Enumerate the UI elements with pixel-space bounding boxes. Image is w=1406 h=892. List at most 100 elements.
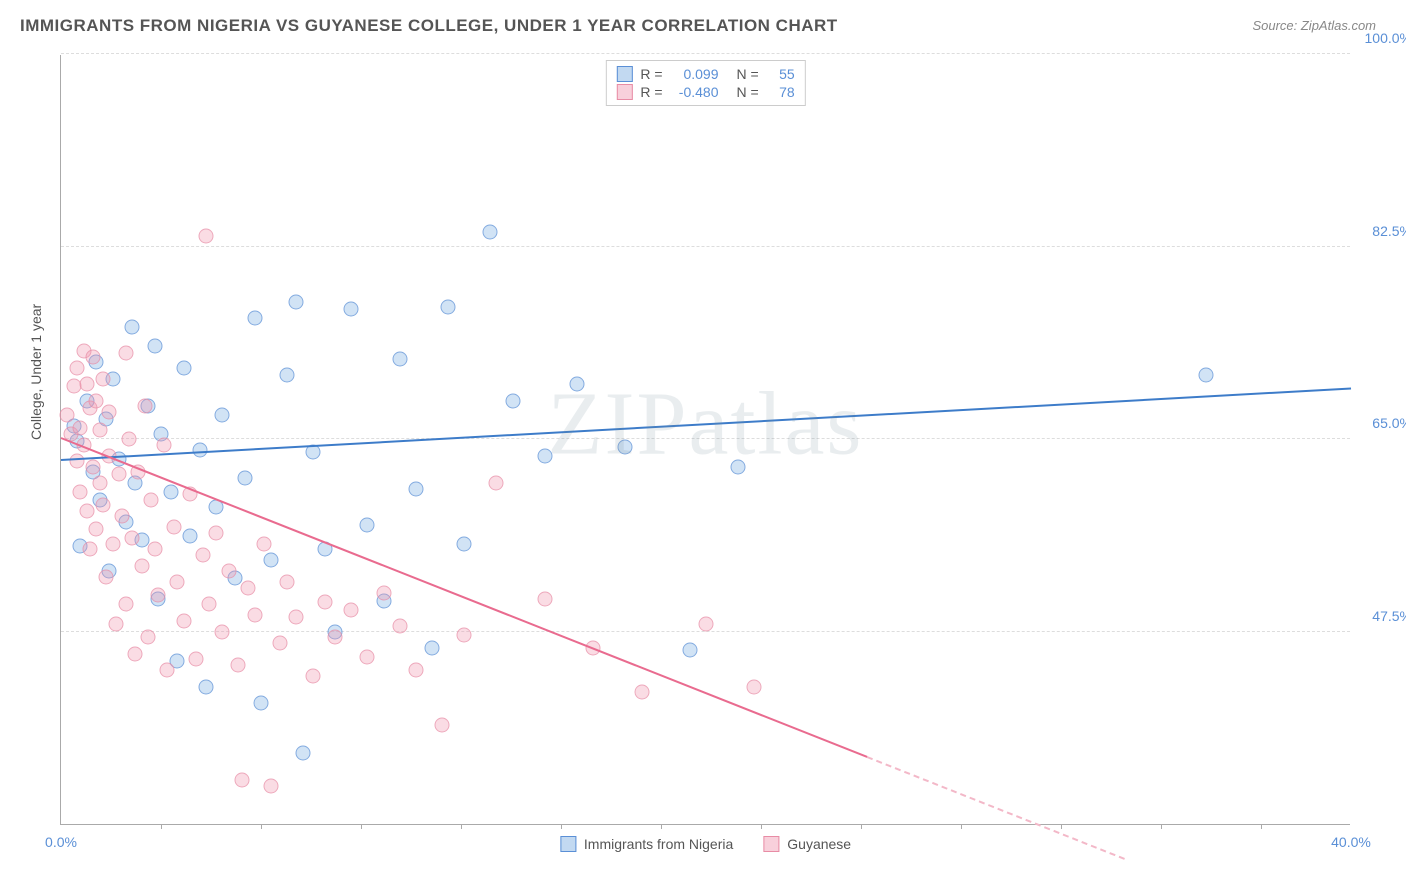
scatter-point xyxy=(86,459,101,474)
y-axis-label: College, Under 1 year xyxy=(28,304,44,440)
x-minor-tick xyxy=(1261,824,1262,829)
scatter-point xyxy=(70,454,85,469)
scatter-point xyxy=(305,668,320,683)
scatter-point xyxy=(234,773,249,788)
x-minor-tick xyxy=(361,824,362,829)
scatter-point xyxy=(537,448,552,463)
scatter-point xyxy=(199,228,214,243)
y-tick-label: 100.0% xyxy=(1357,30,1406,46)
scatter-point xyxy=(392,351,407,366)
scatter-point xyxy=(295,745,310,760)
grid-line xyxy=(61,53,1350,54)
grid-line xyxy=(61,438,1350,439)
scatter-point xyxy=(189,652,204,667)
scatter-point xyxy=(273,635,288,650)
x-minor-tick xyxy=(161,824,162,829)
scatter-point xyxy=(121,432,136,447)
scatter-point xyxy=(147,338,162,353)
scatter-point xyxy=(253,696,268,711)
scatter-point xyxy=(434,718,449,733)
r-value: 0.099 xyxy=(671,66,719,82)
scatter-point xyxy=(263,553,278,568)
scatter-point xyxy=(144,492,159,507)
legend-series-item: Guyanese xyxy=(763,836,851,852)
n-label: N = xyxy=(737,66,759,82)
scatter-point xyxy=(731,459,746,474)
scatter-point xyxy=(289,610,304,625)
scatter-point xyxy=(118,346,133,361)
scatter-point xyxy=(247,608,262,623)
x-minor-tick xyxy=(961,824,962,829)
scatter-point xyxy=(376,586,391,601)
scatter-point xyxy=(247,311,262,326)
scatter-point xyxy=(83,542,98,557)
scatter-point xyxy=(231,657,246,672)
legend-stat-row: R =-0.480N =78 xyxy=(616,83,794,101)
n-value: 55 xyxy=(767,66,795,82)
scatter-point xyxy=(408,663,423,678)
legend-swatch xyxy=(560,836,576,852)
scatter-point xyxy=(95,498,110,513)
scatter-point xyxy=(105,536,120,551)
x-tick-label: 40.0% xyxy=(1331,834,1371,850)
scatter-point xyxy=(215,624,230,639)
scatter-point xyxy=(112,467,127,482)
x-minor-tick xyxy=(661,824,662,829)
scatter-point xyxy=(170,575,185,590)
legend-series-label: Guyanese xyxy=(787,836,851,852)
n-label: N = xyxy=(737,84,759,100)
scatter-point xyxy=(70,360,85,375)
legend-series-label: Immigrants from Nigeria xyxy=(584,836,733,852)
x-minor-tick xyxy=(561,824,562,829)
scatter-point xyxy=(279,368,294,383)
scatter-point xyxy=(699,616,714,631)
scatter-point xyxy=(237,470,252,485)
x-minor-tick xyxy=(761,824,762,829)
x-minor-tick xyxy=(261,824,262,829)
scatter-point xyxy=(147,542,162,557)
scatter-point xyxy=(202,597,217,612)
scatter-point xyxy=(137,399,152,414)
scatter-point xyxy=(95,371,110,386)
scatter-point xyxy=(176,360,191,375)
scatter-point xyxy=(166,520,181,535)
legend-series-item: Immigrants from Nigeria xyxy=(560,836,733,852)
y-tick-label: 82.5% xyxy=(1357,223,1406,239)
scatter-point xyxy=(141,630,156,645)
scatter-point xyxy=(457,627,472,642)
scatter-point xyxy=(199,679,214,694)
legend-stats: R =0.099N =55R =-0.480N =78 xyxy=(605,60,805,106)
scatter-point xyxy=(221,564,236,579)
legend-stat-row: R = 0.099 N = 55 xyxy=(616,65,794,83)
legend-swatch xyxy=(763,836,779,852)
trend-line xyxy=(61,437,868,758)
r-label: R = xyxy=(640,66,662,82)
x-minor-tick xyxy=(861,824,862,829)
scatter-point xyxy=(747,679,762,694)
scatter-point xyxy=(163,484,178,499)
scatter-point xyxy=(195,547,210,562)
grid-line xyxy=(61,246,1350,247)
scatter-point xyxy=(279,575,294,590)
scatter-point xyxy=(92,423,107,438)
scatter-point xyxy=(257,536,272,551)
scatter-point xyxy=(318,594,333,609)
scatter-point xyxy=(118,597,133,612)
scatter-point xyxy=(344,302,359,317)
scatter-point xyxy=(570,377,585,392)
trend-line xyxy=(61,388,1351,461)
scatter-point xyxy=(441,300,456,315)
scatter-point xyxy=(134,558,149,573)
scatter-point xyxy=(73,484,88,499)
scatter-point xyxy=(157,437,172,452)
scatter-point xyxy=(682,643,697,658)
legend-swatch xyxy=(616,84,632,100)
scatter-point xyxy=(176,613,191,628)
scatter-point xyxy=(505,393,520,408)
legend-swatch xyxy=(616,66,632,82)
scatter-point xyxy=(79,503,94,518)
n-value: 78 xyxy=(767,84,795,100)
x-tick-label: 0.0% xyxy=(45,834,77,850)
scatter-point xyxy=(124,531,139,546)
trend-line xyxy=(867,756,1126,860)
